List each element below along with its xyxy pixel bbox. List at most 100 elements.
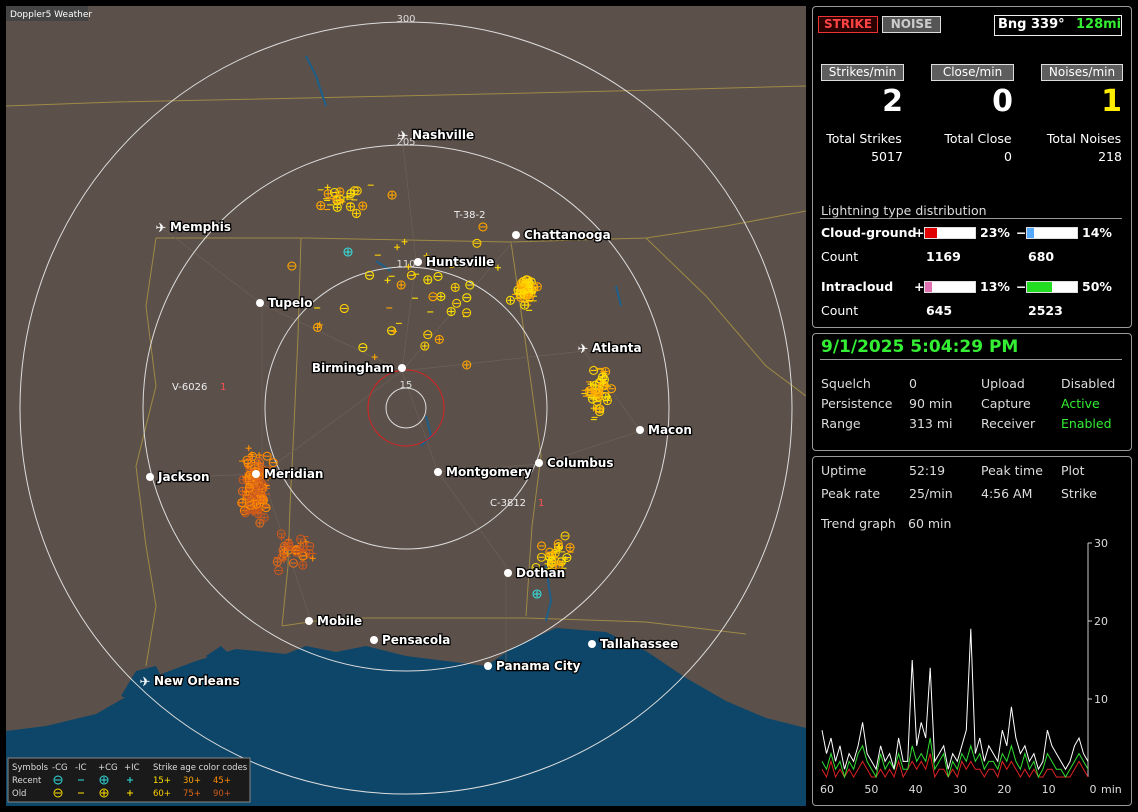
distribution-bar bbox=[925, 228, 937, 238]
trend-line bbox=[821, 628, 1089, 771]
strike-symbol bbox=[550, 548, 560, 558]
legend-age: 60+ bbox=[153, 789, 171, 799]
strike-ring bbox=[454, 258, 464, 268]
strike-ring bbox=[554, 560, 564, 570]
city-dot bbox=[252, 470, 260, 478]
strike-ring bbox=[594, 388, 604, 398]
strike-symbol bbox=[428, 292, 438, 302]
legend-age: 45+ bbox=[213, 776, 231, 786]
strike-symbol bbox=[387, 190, 397, 200]
x-tick-label: 40 bbox=[909, 783, 923, 796]
y-tick-label: 10 bbox=[1094, 693, 1108, 706]
city-label: New Orleans bbox=[154, 674, 240, 688]
strike-ring bbox=[261, 503, 271, 513]
strike-ring bbox=[278, 545, 288, 555]
legend-label: Symbols bbox=[12, 763, 49, 773]
rate-button[interactable]: Noises/min bbox=[1041, 64, 1123, 81]
strike-symbol bbox=[406, 270, 416, 280]
strike-symbol bbox=[264, 466, 274, 476]
strike-symbol bbox=[600, 379, 607, 386]
count-value: 680 bbox=[1028, 249, 1055, 264]
strike-symbol bbox=[255, 473, 265, 483]
x-tick-label: 20 bbox=[997, 783, 1011, 796]
distribution-percent: 23% bbox=[980, 225, 1010, 240]
legend-age: 15+ bbox=[153, 776, 171, 786]
strike-ring bbox=[255, 458, 265, 468]
city-label: Memphis bbox=[170, 220, 231, 234]
strike-ring bbox=[462, 293, 472, 303]
strike-ring bbox=[351, 208, 361, 219]
distance: 128mi bbox=[1076, 17, 1122, 32]
airport-icon: ✈ bbox=[398, 129, 409, 144]
strike-symbol bbox=[423, 275, 433, 285]
strike-ring bbox=[99, 775, 109, 785]
distribution-percent: 14% bbox=[1082, 225, 1112, 240]
city-label: Pensacola bbox=[382, 633, 450, 647]
strike-symbol bbox=[296, 546, 303, 553]
settings-panel bbox=[812, 333, 1132, 451]
noise-mode-button[interactable]: NOISE bbox=[882, 16, 941, 33]
strike-ring bbox=[287, 261, 297, 271]
strike-ring bbox=[253, 508, 263, 518]
total-value: 218 bbox=[1098, 149, 1122, 164]
strike-symbol bbox=[420, 341, 430, 351]
strike-symbol bbox=[245, 498, 256, 508]
strike-symbol bbox=[351, 208, 361, 219]
strike-ring bbox=[284, 541, 294, 551]
storm-id: T-38-2 bbox=[453, 210, 486, 221]
strike-symbol bbox=[358, 201, 368, 211]
total-label: Total Strikes bbox=[826, 131, 902, 146]
strike-ring bbox=[516, 279, 526, 289]
strike-symbol bbox=[345, 202, 356, 212]
strike-ring bbox=[587, 394, 598, 404]
strike-symbol bbox=[298, 551, 308, 561]
legend-symbol bbox=[53, 788, 63, 798]
strike-symbol bbox=[545, 547, 555, 557]
x-tick-label: 0 bbox=[1090, 783, 1097, 796]
field: 313 mi bbox=[909, 416, 953, 431]
bay bbox=[121, 646, 236, 706]
strike-ring bbox=[298, 560, 308, 570]
strike-ring bbox=[339, 303, 349, 314]
strike-symbol bbox=[590, 405, 597, 412]
storm-id: C-3812 bbox=[490, 498, 526, 509]
strike-ring bbox=[238, 475, 248, 485]
strike-symbol bbox=[472, 238, 482, 248]
strike-ring bbox=[296, 534, 306, 544]
field: Squelch bbox=[821, 376, 871, 391]
strike-mode-button[interactable]: STRIKE bbox=[818, 16, 878, 33]
strike-ring bbox=[452, 298, 462, 308]
trend-graph: 10 20 30 60 50 40 30 20 10 0 min bbox=[820, 537, 1122, 796]
strike-symbol bbox=[554, 560, 564, 570]
legend-symbol bbox=[127, 790, 133, 796]
cities: ✈ Nashville✈ MemphisChattanoogaHuntsvilleT… bbox=[140, 127, 694, 690]
strike-ring bbox=[505, 295, 515, 305]
strike-symbol bbox=[251, 498, 258, 505]
strike-ring bbox=[532, 282, 542, 292]
strike-symbol bbox=[423, 330, 433, 340]
strike-ring bbox=[387, 326, 397, 336]
strike-ring bbox=[420, 341, 430, 351]
strike-symbol bbox=[520, 300, 530, 310]
strike-symbol bbox=[446, 306, 456, 317]
city-dot bbox=[535, 459, 543, 467]
strike-ring bbox=[268, 458, 278, 468]
strike-symbol bbox=[518, 276, 529, 286]
legend-symbol bbox=[99, 775, 109, 785]
strike-symbol bbox=[288, 558, 298, 568]
city-label: Birmingham bbox=[312, 361, 394, 375]
strike-ring bbox=[262, 451, 272, 461]
legend-symbol-type: +IC bbox=[124, 763, 140, 773]
strike-symbol bbox=[358, 342, 368, 353]
strike-ring bbox=[599, 374, 609, 385]
rate-button[interactable]: Close/min bbox=[931, 64, 1014, 81]
legend-symbol bbox=[53, 775, 63, 785]
strike-symbol bbox=[559, 560, 566, 567]
field: Peak time bbox=[981, 463, 1043, 478]
strike-symbol bbox=[237, 498, 247, 508]
x-tick-label: 60 bbox=[820, 783, 834, 796]
map-legend: Symbols -CG -IC +CG +IC Strike age color code… bbox=[7, 757, 251, 803]
rate-button[interactable]: Strikes/min bbox=[821, 64, 904, 81]
trend-line bbox=[821, 737, 1089, 779]
strike-ring bbox=[472, 238, 482, 248]
